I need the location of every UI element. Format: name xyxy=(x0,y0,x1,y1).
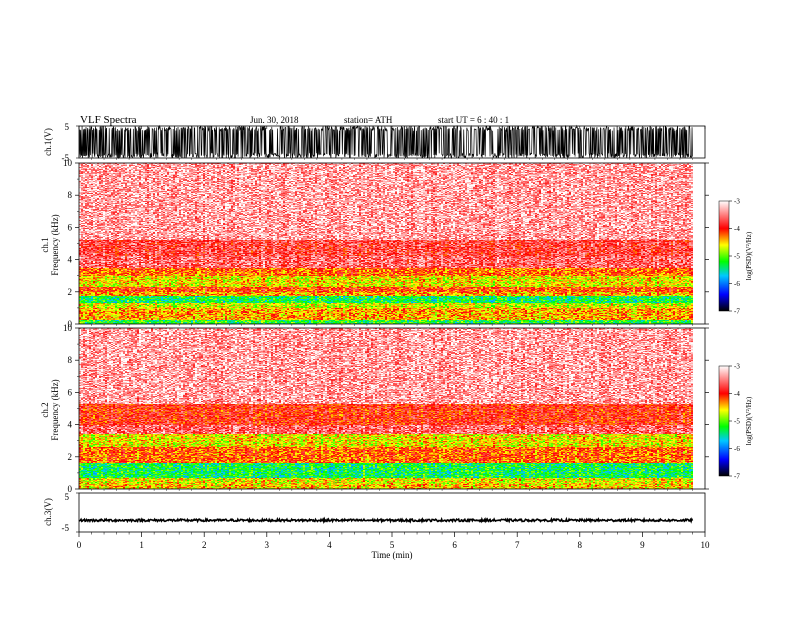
time-axis-tick-label: 7 xyxy=(515,540,520,550)
ch1-waveform-line xyxy=(78,124,693,160)
time-axis-tick-label: 9 xyxy=(640,540,645,550)
time-axis-tick-label: 8 xyxy=(578,540,583,550)
ch2-colorbar: -3 -4 -5 -6 -7 log(PSD)(V²/Hz) xyxy=(718,363,753,481)
ch2-frequency-tick-label: 10 xyxy=(63,323,73,333)
ch2-spectrogram-panel: 0 2 4 6 8 10 ch.2 Frequency (kHz) xyxy=(40,323,709,494)
ch1-frequency-tick-label: 0 xyxy=(68,319,73,329)
date-label: Jun. 30, 2018 xyxy=(250,115,299,125)
ch1-ytick-bottom: -5 xyxy=(62,153,70,163)
ch2-colorbar-tick-label: -7 xyxy=(734,473,740,481)
ch3-waveform-trace xyxy=(76,492,694,533)
ch1-spectrogram-image xyxy=(79,163,705,324)
ch1-colorbar-tick-label: -5 xyxy=(734,253,740,261)
ch2-colorbar-tick-label: -4 xyxy=(734,390,740,398)
ch1-colorbar-tick-label: -6 xyxy=(734,280,740,288)
ch2-colorbar-scale xyxy=(718,365,730,477)
time-axis-tick-label: 6 xyxy=(452,540,457,550)
ch3-waveform-ylabel: ch.3(V) xyxy=(43,498,53,526)
ch1-frequency-tick-label: 8 xyxy=(68,190,73,200)
ch1-frequency-tick-label: 6 xyxy=(68,222,73,232)
ch2-colorbar-label: log(PSD)(V²/Hz) xyxy=(745,396,753,445)
time-axis-tick-label: 3 xyxy=(265,540,270,550)
ch2-frequency-tick-label: 4 xyxy=(68,420,73,430)
ch1-colorbar-tick-label: -7 xyxy=(734,308,740,316)
ch3-waveform-frame xyxy=(78,492,706,533)
ch2-frequency-tick-label: 2 xyxy=(68,452,73,462)
ch3-ytick-bottom: -5 xyxy=(62,523,70,533)
time-axis-tick-label: 2 xyxy=(202,540,207,550)
ch2-colorbar-tick-label: -5 xyxy=(734,418,740,426)
figure-title: VLF Spectra xyxy=(80,114,137,126)
ch1-colorbar-tick-label: -3 xyxy=(734,198,740,206)
time-axis: 0 1 2 3 4 5 6 7 8 9 10 xyxy=(77,126,710,550)
start-time-label: start UT = 6 : 40 : 1 xyxy=(438,115,509,125)
ch1-waveform-ylabel: ch.1(V) xyxy=(43,128,53,156)
ch2-colorbar-tick-label: -6 xyxy=(734,445,740,453)
ch1-channel-label: ch.1 xyxy=(40,237,50,252)
ch2-colorbar-tick-label: -3 xyxy=(734,363,740,371)
ch1-frequency-ylabel: Frequency (kHz) xyxy=(50,214,60,275)
ch1-waveform-trace xyxy=(76,124,693,160)
ch3-ytick-top: 5 xyxy=(65,492,70,502)
ch1-colorbar-tick-label: -4 xyxy=(734,225,740,233)
ch1-ytick-top: 5 xyxy=(65,122,70,132)
time-axis-tick-label: 10 xyxy=(701,540,711,550)
time-axis-tick-label: 4 xyxy=(327,540,332,550)
time-axis-tick-label: 5 xyxy=(390,540,395,550)
time-axis-tick-label: 0 xyxy=(77,540,82,550)
time-axis-label: Time (min) xyxy=(372,550,413,560)
ch1-colorbar-scale xyxy=(718,200,730,312)
ch1-colorbar-label: log(PSD)(V²/Hz) xyxy=(745,231,753,280)
ch1-frequency-tick-label: 4 xyxy=(68,255,73,265)
ch2-frequency-ticks: 0 2 4 6 8 10 xyxy=(63,323,709,494)
ch2-frequency-tick-label: 0 xyxy=(68,484,73,494)
ch2-frequency-ylabel: Frequency (kHz) xyxy=(50,379,60,440)
ch1-frequency-tick-label: 2 xyxy=(68,287,73,297)
ch3-waveform-panel: 5 -5 ch.3(V) xyxy=(43,492,706,533)
time-axis-tick-label: 1 xyxy=(139,540,144,550)
ch2-spectrogram-image xyxy=(79,328,705,489)
ch3-waveform-line xyxy=(78,516,694,525)
ch1-frequency-tick-label: 10 xyxy=(63,158,73,168)
ch2-frequency-tick-label: 8 xyxy=(68,355,73,365)
ch1-frequency-ticks: 0 2 4 6 8 10 xyxy=(63,158,709,329)
ch1-colorbar: -3 -4 -5 -6 -7 log(PSD)(V²/Hz) xyxy=(718,198,753,316)
ch2-channel-label: ch.2 xyxy=(40,402,50,417)
station-label: station= ATH xyxy=(344,115,393,125)
ch1-spectrogram-panel: 0 2 4 6 8 10 ch.1 Frequency (kHz) xyxy=(40,158,709,329)
ch1-waveform-panel: 5 -5 ch.1(V) xyxy=(43,122,706,163)
ch2-frequency-tick-label: 6 xyxy=(68,387,73,397)
